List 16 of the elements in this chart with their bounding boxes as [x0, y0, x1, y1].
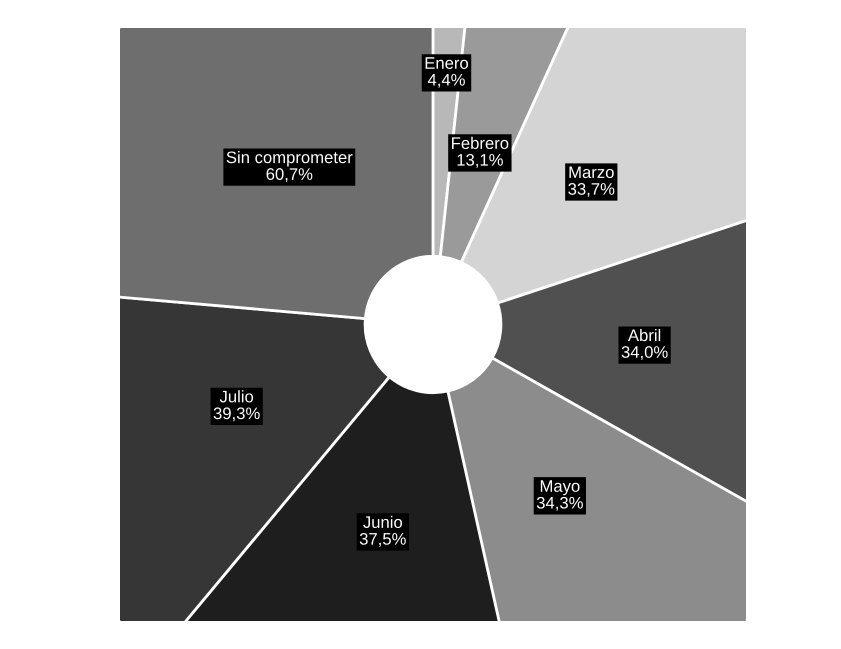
slice-label: Febrero — [452, 136, 508, 150]
slice-label: Marzo — [570, 166, 614, 178]
data-label: 4,4% — [428, 74, 465, 88]
data-label: 37,5% — [360, 532, 406, 547]
data-label: 39,3% — [214, 407, 260, 422]
slice-label: Enero — [426, 57, 468, 69]
slice-label: Sin comprometer — [226, 151, 353, 167]
slice-label: Julio — [220, 390, 254, 402]
data-label: 34,0% — [622, 346, 668, 360]
data-label: 34,3% — [536, 496, 583, 511]
data-label: 13,1% — [458, 154, 503, 168]
slice-label: Junio — [363, 516, 402, 528]
slice-label: Mayo — [540, 480, 580, 496]
slice-label: Abril — [628, 328, 660, 342]
data-label: 60,7% — [266, 168, 312, 182]
data-label: 33,7% — [568, 183, 614, 197]
